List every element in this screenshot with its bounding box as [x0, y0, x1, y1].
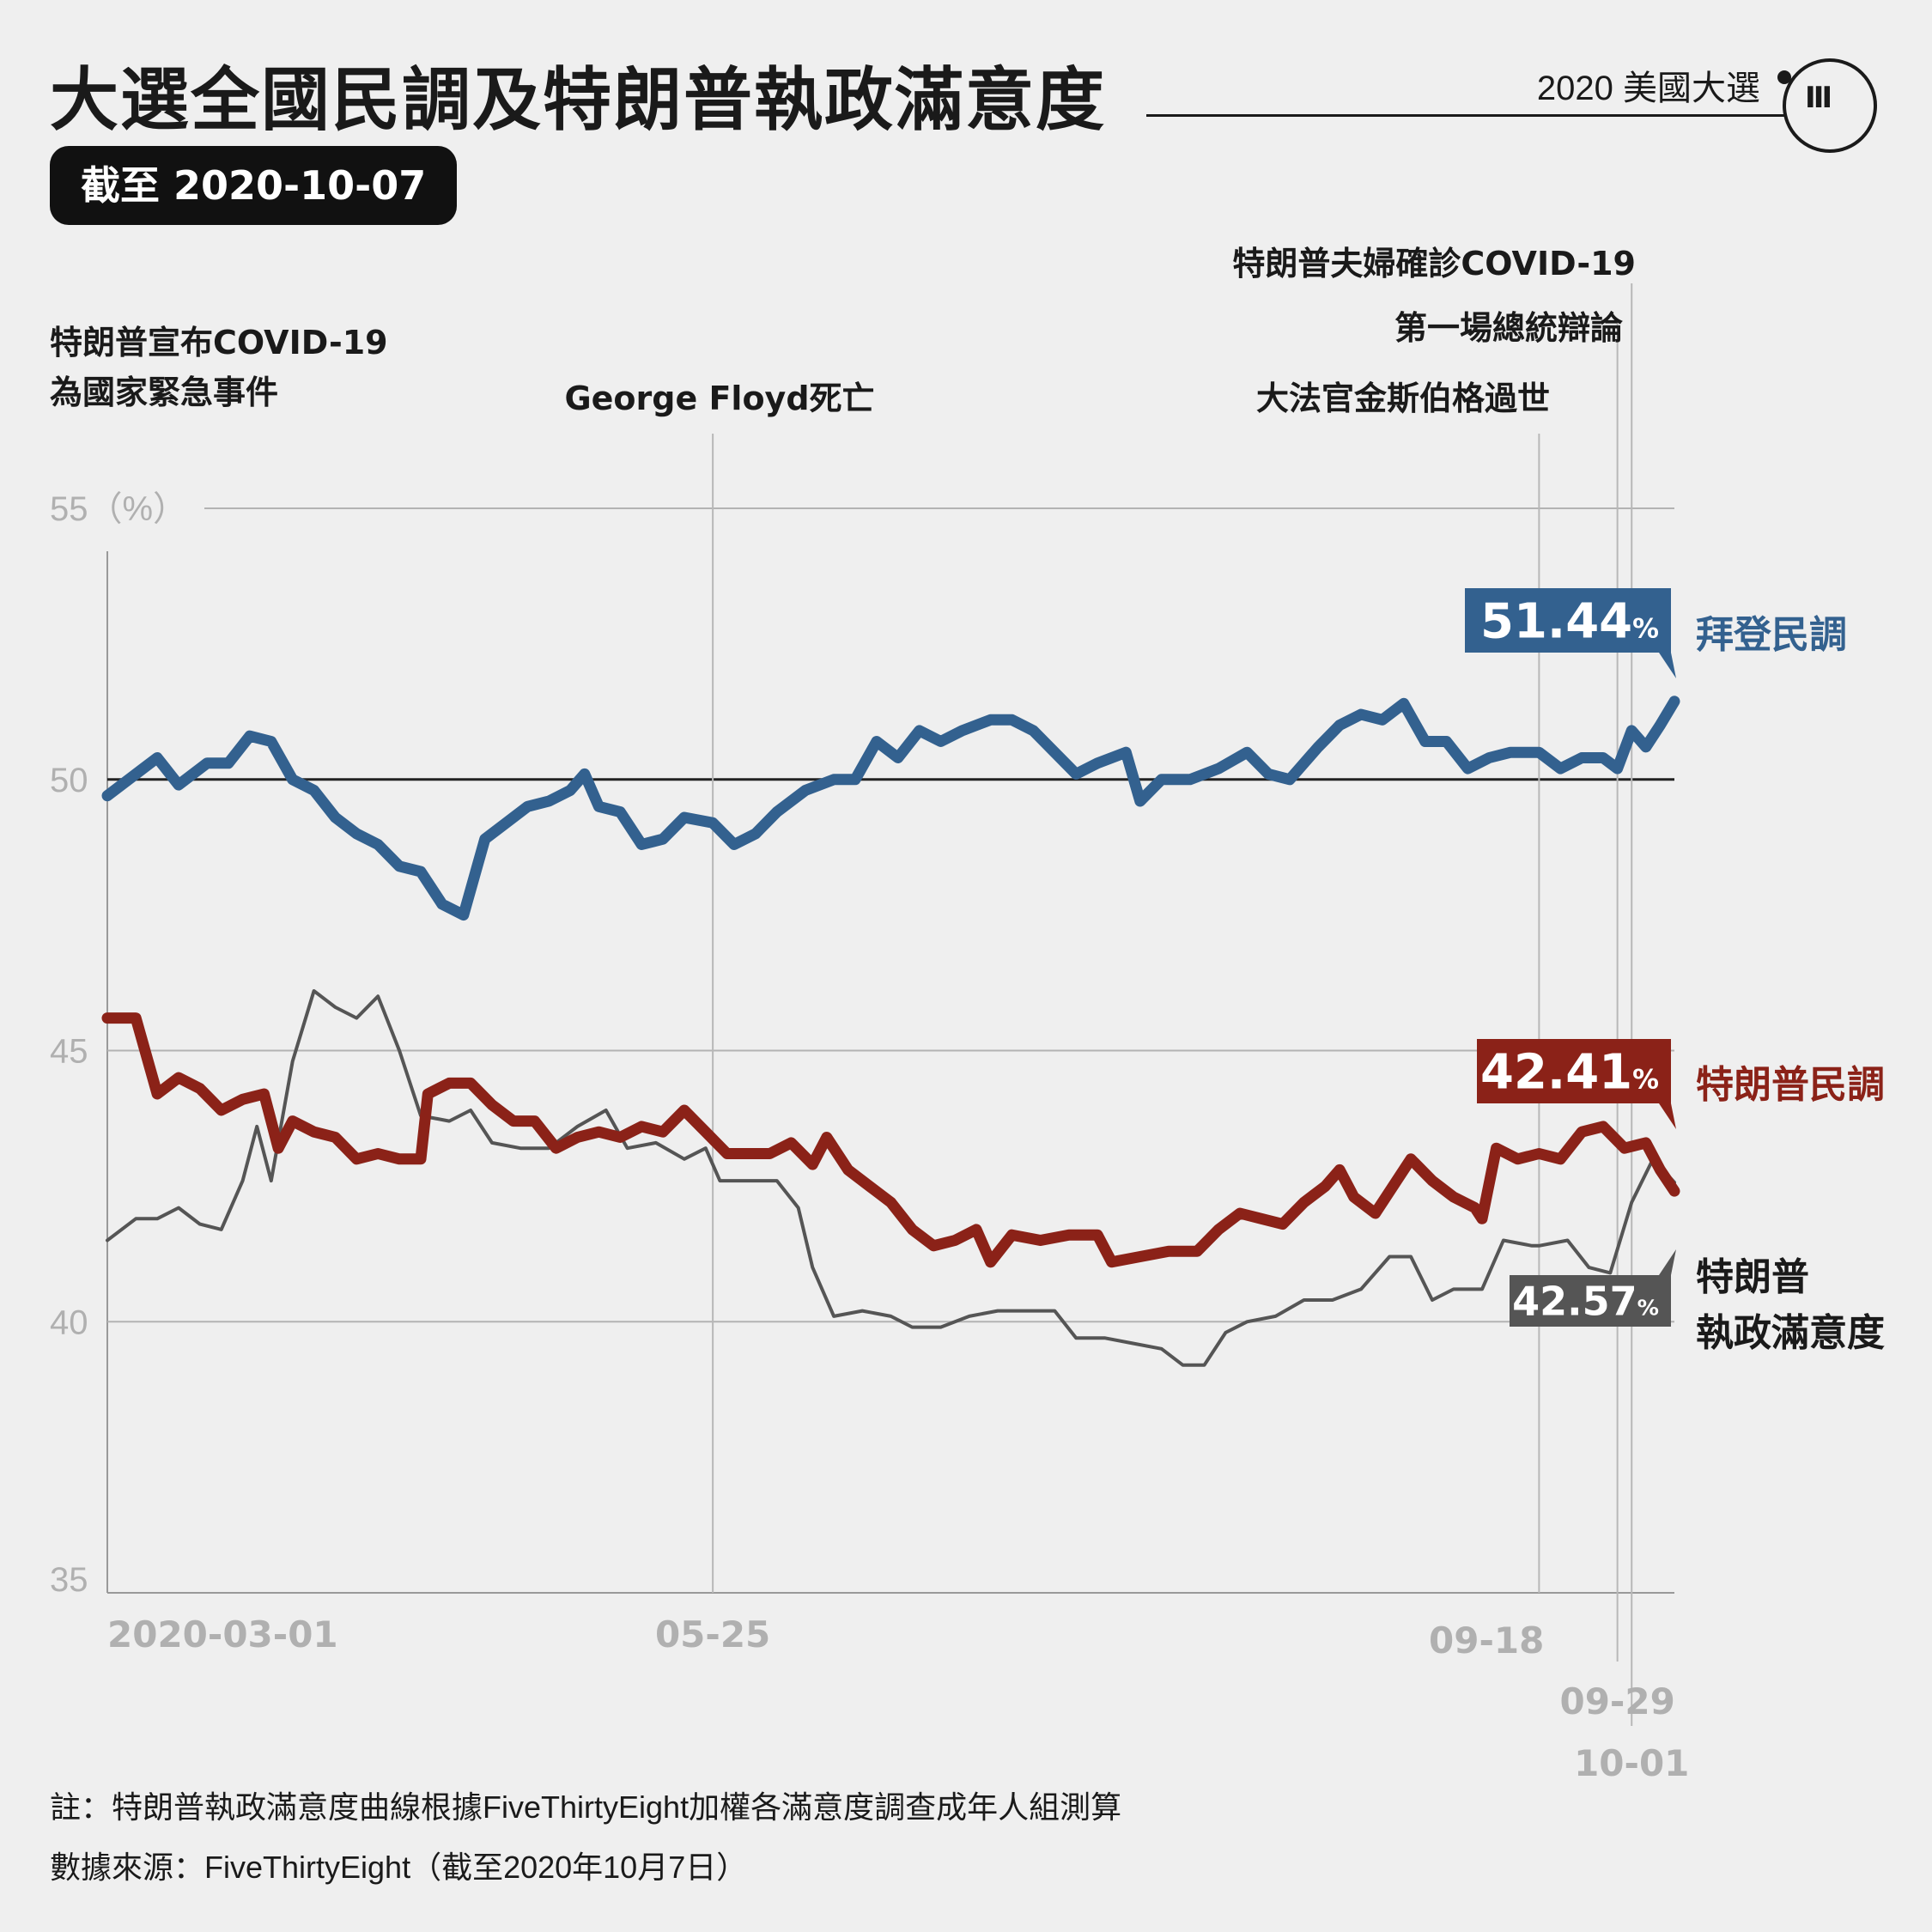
legend-item: 42.41% 特朗普民調	[1477, 1039, 1885, 1129]
footnote: 註：特朗普執政滿意度曲線根據FiveThirtyEight加權各滿意度調查成年人…	[50, 1789, 1122, 1825]
event-annotation: 第一場總統辯論	[1394, 309, 1623, 347]
legend-value-box	[1465, 588, 1671, 653]
event-annotation: 特朗普夫婦確診COVID-19	[1232, 245, 1636, 283]
title-rule	[1146, 114, 1786, 117]
y-tick-label: 45	[50, 1033, 88, 1071]
legend-label: 特朗普	[1696, 1255, 1809, 1299]
legend-label: 拜登民調	[1696, 613, 1847, 657]
event-annotation: 特朗普宣布COVID-19	[50, 324, 388, 361]
series-line	[101, 696, 1680, 921]
legend-label: 執政滿意度	[1696, 1311, 1885, 1355]
legend-pointer	[1659, 1103, 1676, 1129]
x-tick-label: 09-29	[1559, 1680, 1674, 1722]
legend-value: 42.41%	[1480, 1045, 1659, 1101]
x-tick-label: 2020-03-01	[107, 1613, 338, 1656]
section-label: 2020 美國大選	[1536, 70, 1760, 107]
y-tick-label: 55（%）	[50, 490, 187, 528]
legend-value-box	[1510, 1275, 1671, 1327]
x-tick-label: 05-25	[655, 1613, 770, 1656]
legend-item: 42.57% 特朗普執政滿意度	[1510, 1249, 1885, 1355]
y-tick-label: 50	[50, 762, 88, 799]
x-tick-label: 10-01	[1574, 1742, 1689, 1784]
y-tick-label: 40	[50, 1303, 88, 1341]
legend-label: 特朗普民調	[1696, 1063, 1885, 1107]
x-tick-label: 09-18	[1429, 1619, 1544, 1662]
event-annotation: 大法官金斯伯格過世	[1256, 380, 1550, 417]
legend-pointer	[1659, 653, 1676, 678]
date-badge: 截至 2020-10-07	[50, 146, 458, 225]
端-logo-icon: Ⅲ	[1777, 58, 1877, 153]
series-line	[101, 1012, 1680, 1268]
data-source: 數據來源：FiveThirtyEight（截至2020年10月7日）	[50, 1850, 748, 1885]
event-annotation: 為國家緊急事件	[50, 374, 278, 411]
legend-value-box	[1477, 1039, 1671, 1103]
legend-item: 51.44% 拜登民調	[1465, 588, 1847, 678]
event-annotation: George Floyd死亡	[564, 380, 874, 417]
legend-pointer	[1659, 1249, 1676, 1275]
chart-title: 大選全國民調及特朗普執政滿意度	[50, 60, 1106, 140]
y-tick-label: 35	[50, 1561, 88, 1599]
legend-value: 42.57%	[1512, 1279, 1659, 1325]
series-line	[106, 989, 1676, 1367]
legend-value: 51.44%	[1480, 594, 1659, 650]
